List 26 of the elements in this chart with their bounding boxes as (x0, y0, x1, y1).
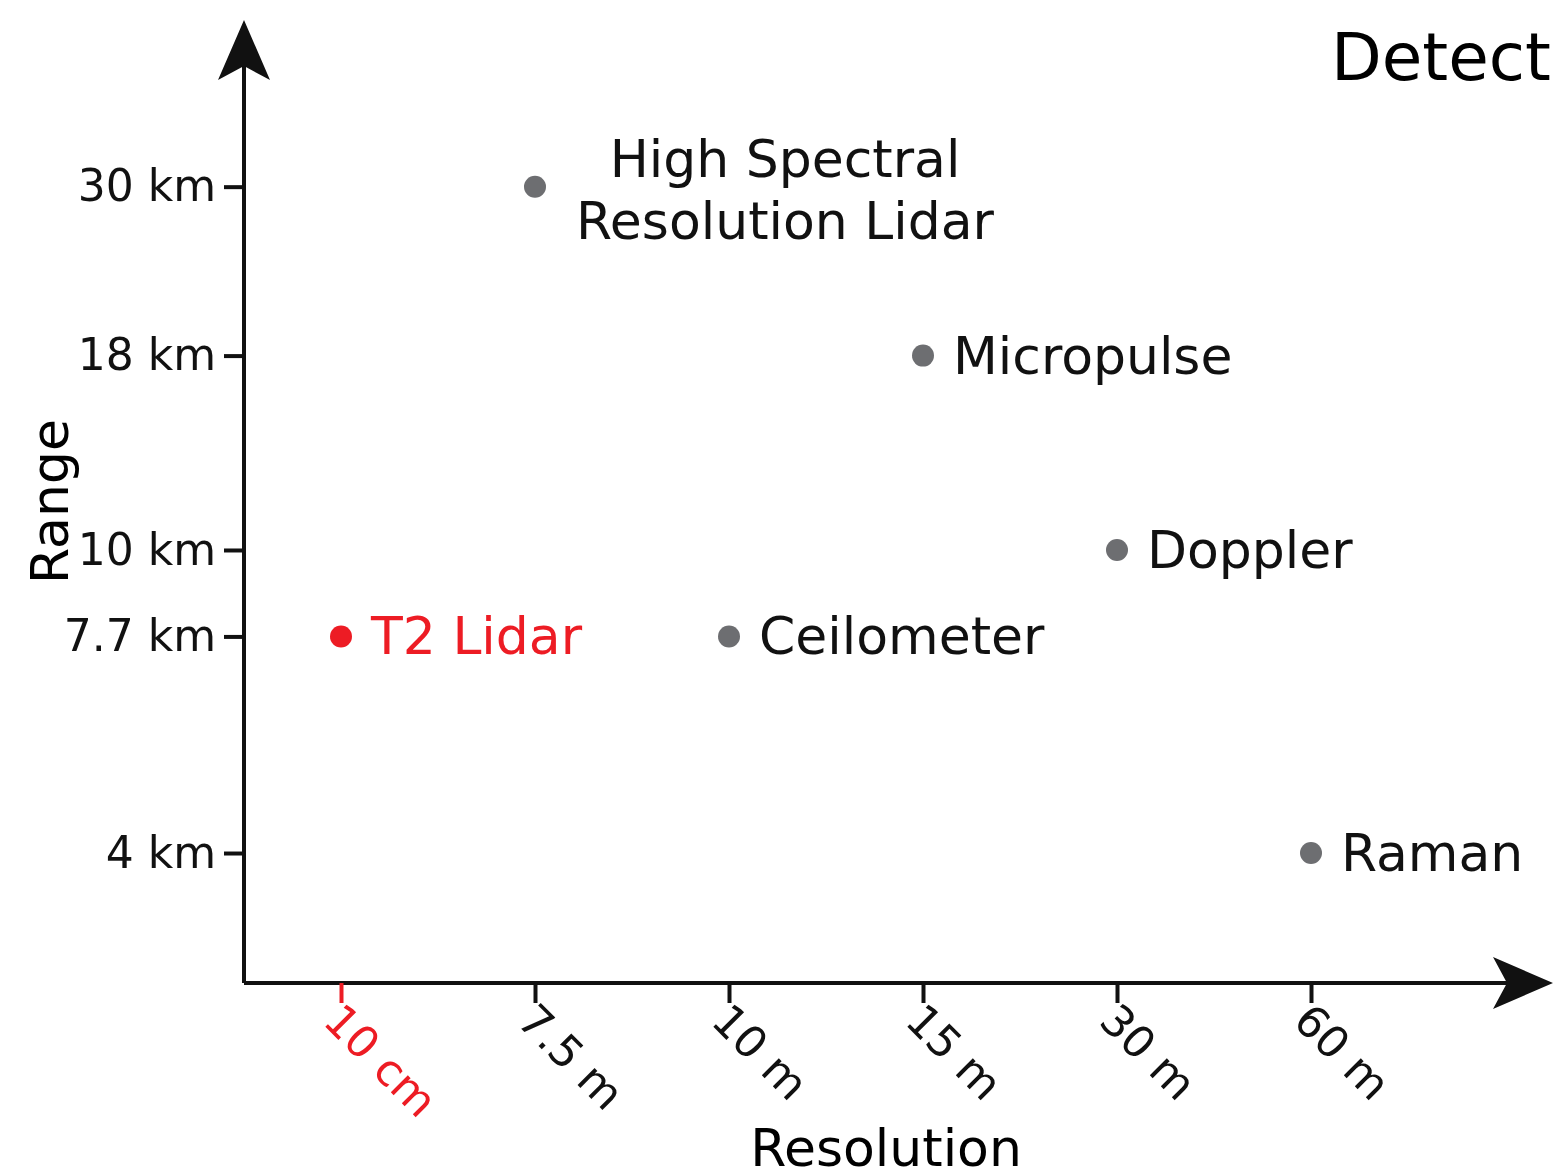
point (1300, 842, 1322, 865)
point (718, 625, 740, 648)
x-tick-label: 7.5 m (508, 994, 635, 1120)
x-tick-label: 30 m (1090, 994, 1207, 1110)
x-tick-label: 10 cm (314, 994, 448, 1127)
annotation: T2 Lidar (370, 606, 583, 667)
y-tick-label: 18 km (77, 329, 216, 381)
y-axis-title: Range (20, 419, 80, 584)
x-axis-title: Resolution (750, 1118, 1022, 1174)
x-tick-label: 10 m (702, 994, 819, 1110)
annotation: Doppler (1147, 519, 1354, 580)
point (524, 175, 546, 198)
point (1106, 538, 1128, 561)
chart-title: Detect (1330, 19, 1551, 96)
y-tick-label: 30 km (77, 160, 216, 212)
y-tick-label: 10 km (77, 523, 216, 575)
y-tick-label: 4 km (105, 826, 216, 878)
annotation: Micropulse (953, 325, 1233, 386)
y-tick-label: 7.7 km (63, 610, 216, 661)
x-tick-label: 15 m (896, 994, 1013, 1110)
annotation: High Spectral Resolution Lidar (576, 128, 995, 251)
point (330, 625, 352, 648)
annotation: Raman (1341, 823, 1524, 884)
annotation: Ceilometer (759, 606, 1046, 667)
point (912, 344, 934, 367)
x-tick-label: 60 m (1284, 994, 1401, 1110)
